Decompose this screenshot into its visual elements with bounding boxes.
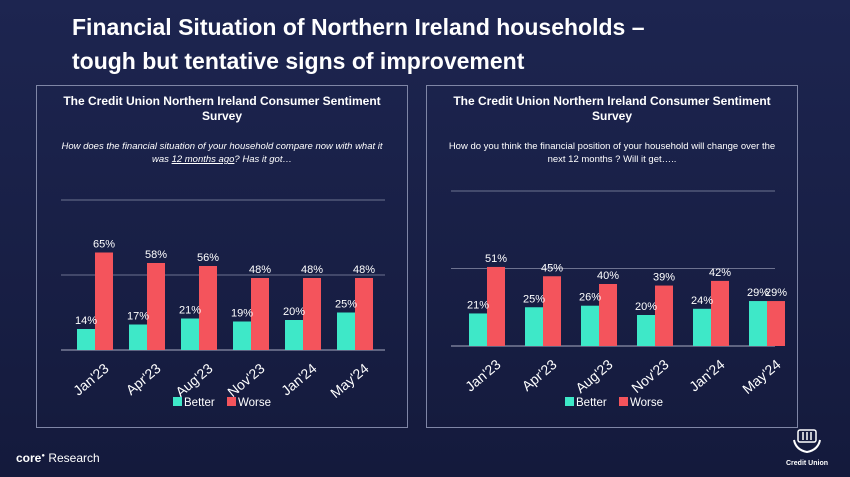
x-tick-label: May'24	[327, 360, 372, 401]
chart-question-text: How do you think the financial position …	[448, 141, 776, 165]
bar-worse	[767, 301, 785, 346]
bar-worse	[711, 280, 729, 346]
x-tick-label: Apr'23	[123, 360, 164, 398]
legend-label-worse: Worse	[238, 397, 271, 409]
bar-worse	[303, 278, 321, 350]
page-title-line-2: tough but tentative signs of improvement	[72, 48, 525, 74]
x-tick-label: Jan'23	[70, 360, 112, 399]
data-label-worse: 48%	[301, 264, 323, 276]
bar-better	[637, 315, 655, 346]
data-label-better: 17%	[127, 311, 149, 323]
x-tick-label: Nov'23	[224, 360, 267, 400]
bar-worse	[199, 266, 217, 350]
core-research-logo: core● Research	[16, 451, 100, 465]
chart-question-text: How does the financial situation of your…	[61, 141, 383, 165]
chart-panel-past: The Credit Union Northern Ireland Consum…	[36, 85, 408, 428]
data-label-better: 14%	[75, 315, 97, 327]
data-label-worse: 58%	[145, 249, 167, 261]
bar-better	[337, 312, 355, 350]
bar-better	[233, 321, 251, 350]
data-label-worse: 48%	[249, 264, 271, 276]
bar-better	[581, 305, 599, 346]
data-label-better: 25%	[523, 293, 545, 305]
data-label-better: 20%	[635, 301, 657, 313]
data-label-worse: 45%	[541, 262, 563, 274]
chart-title: The Credit Union Northern Ireland Consum…	[63, 94, 381, 123]
chart-question-underlined: 12 months ago	[171, 154, 235, 165]
data-label-worse: 42%	[709, 267, 731, 279]
x-tick-label: May'24	[739, 356, 784, 397]
data-label-worse: 51%	[485, 253, 507, 265]
chart-question-end: ? Has it got…	[234, 154, 292, 165]
credit-union-logo-text: Credit Union	[786, 460, 828, 467]
page-title-line-1: Financial Situation of Northern Ireland …	[72, 14, 645, 40]
x-tick-label: Aug'23	[572, 356, 616, 396]
credit-union-logo: Credit Union	[782, 428, 832, 467]
data-label-better: 24%	[691, 295, 713, 307]
x-tick-label: Aug'23	[172, 360, 216, 400]
legend-swatch-worse	[227, 397, 236, 406]
data-label-better: 26%	[579, 292, 601, 304]
x-tick-label: Jan'23	[462, 356, 504, 395]
chart-title: The Credit Union Northern Ireland Consum…	[453, 94, 771, 123]
bar-worse	[355, 278, 373, 350]
x-tick-label: Nov'23	[628, 356, 671, 396]
bar-chart-future: 21% 51% Jan'23 25% 45% Apr'23 26% 40% Aug'23 20% 3…	[451, 190, 787, 409]
bar-worse	[251, 278, 269, 350]
legend-swatch-worse	[619, 397, 628, 406]
data-label-worse: 56%	[197, 252, 219, 264]
x-tick-label: Jan'24	[278, 360, 320, 399]
chart-panel-future: The Credit Union Northern Ireland Consum…	[426, 85, 798, 428]
bar-better	[525, 307, 543, 346]
chart-question: How do you think the financial position …	[447, 140, 777, 166]
hands-icon	[793, 429, 821, 454]
legend-label-better: Better	[184, 397, 215, 409]
x-tick-label: Apr'23	[519, 356, 560, 394]
data-label-worse: 40%	[597, 270, 619, 282]
data-label-worse: 39%	[653, 272, 675, 284]
chart-question: How does the financial situation of your…	[57, 140, 387, 166]
data-label-better: 29%	[747, 287, 769, 299]
data-label-better: 21%	[467, 299, 489, 311]
bar-worse	[147, 263, 165, 350]
x-tick-label: Jan'24	[686, 356, 728, 395]
data-label-better: 25%	[335, 299, 357, 311]
data-label-worse: 29%	[765, 287, 787, 299]
bar-worse	[599, 284, 617, 346]
bar-worse	[543, 276, 561, 346]
bar-better	[181, 318, 199, 350]
bar-better	[77, 329, 95, 350]
bar-better	[129, 324, 147, 350]
data-label-better: 21%	[179, 305, 201, 317]
bar-better	[469, 313, 487, 346]
legend-label-worse: Worse	[630, 397, 663, 409]
legend-label-better: Better	[576, 397, 607, 409]
page-title: Financial Situation of Northern Ireland …	[72, 10, 772, 78]
data-label-better: 19%	[231, 308, 253, 320]
data-label-better: 20%	[283, 306, 305, 318]
bar-better	[749, 301, 767, 346]
bar-worse	[487, 266, 505, 346]
legend-swatch-better	[565, 397, 574, 406]
bar-chart-past: 14% 65% Jan'23 17% 58% Apr'23 21% 56% Aug'23 19% 4…	[61, 199, 385, 409]
bar-better	[693, 308, 711, 346]
data-label-worse: 48%	[353, 264, 375, 276]
data-label-worse: 65%	[93, 239, 115, 251]
bar-worse	[655, 285, 673, 346]
bar-worse	[95, 252, 113, 350]
legend-swatch-better	[173, 397, 182, 406]
bar-better	[285, 320, 303, 350]
